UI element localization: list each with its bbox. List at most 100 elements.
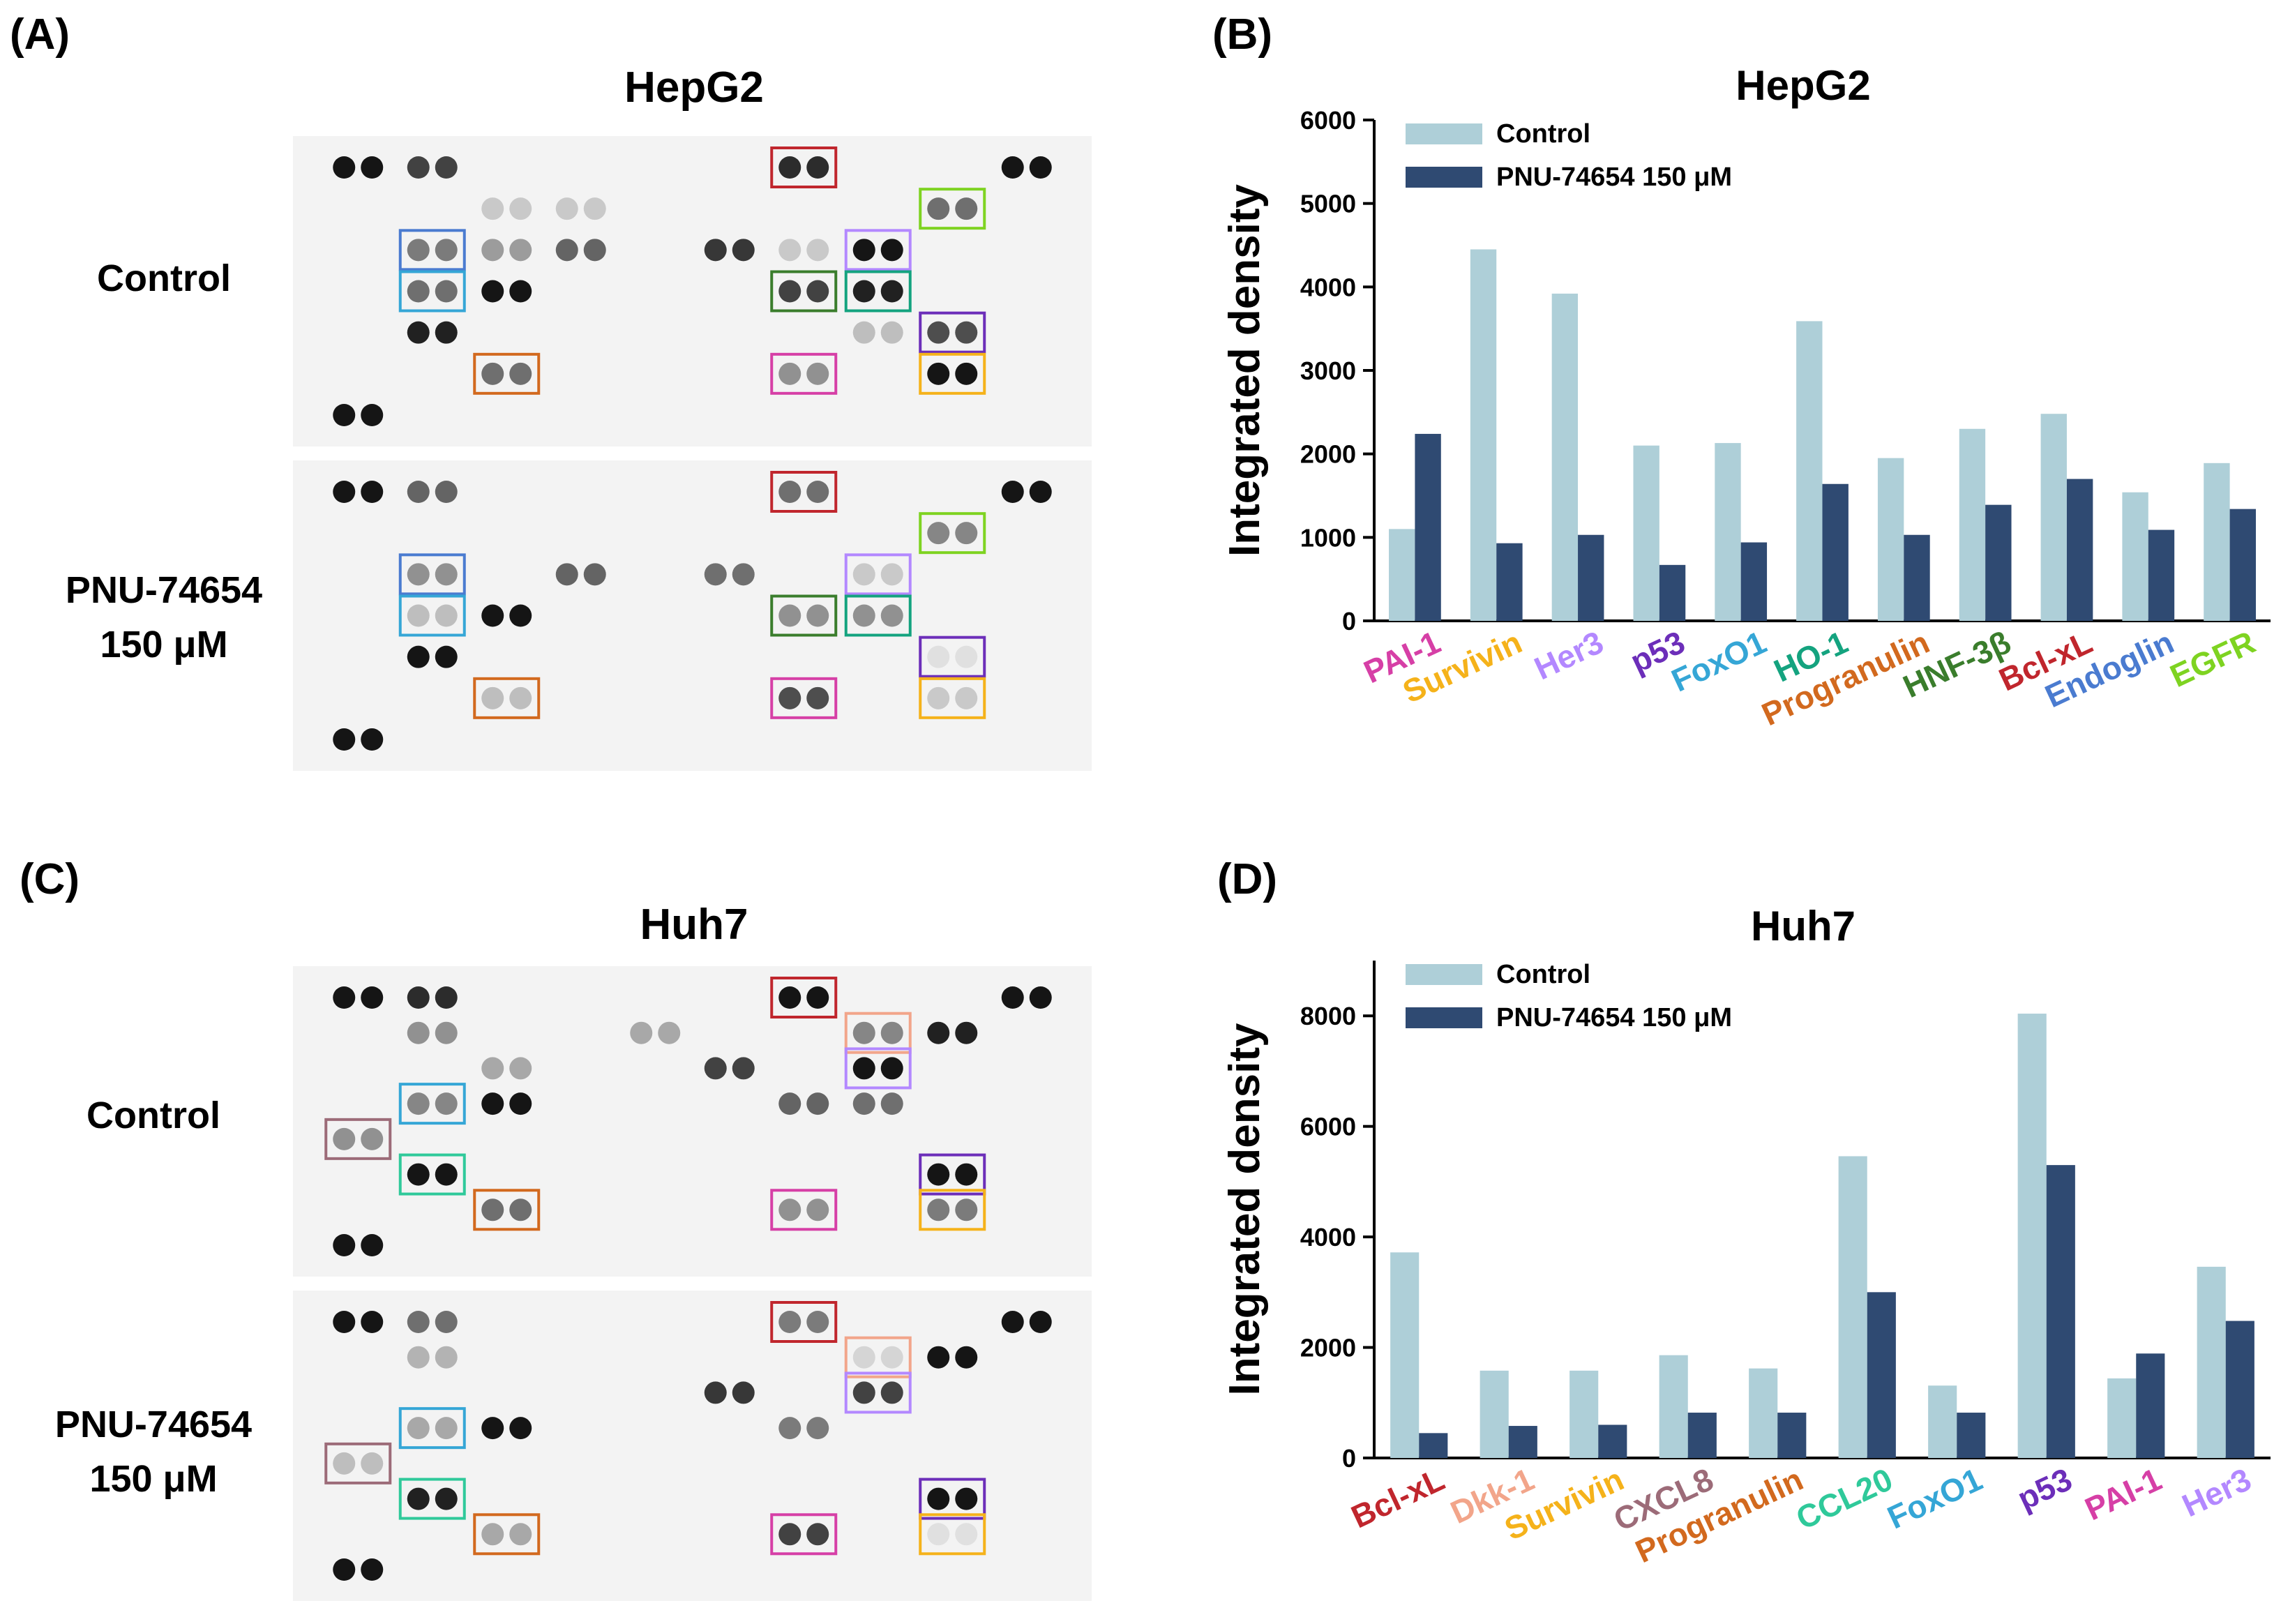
blot-c-control-frame-11 bbox=[398, 1083, 466, 1125]
blot-a-control-spot-12-0 bbox=[852, 239, 875, 262]
panel-a-treated-label-line2: 150 μM bbox=[100, 624, 228, 666]
blot-c-treated-frame-14 bbox=[919, 1478, 986, 1520]
blot-a-treated-spot-12-1 bbox=[880, 604, 903, 627]
blot-a-treated-frame-8 bbox=[844, 553, 912, 596]
chart-b-y-tick-label-5: 5000 bbox=[1300, 190, 1356, 218]
chart-d-category-label-0: Bcl-xL bbox=[1346, 1461, 1450, 1535]
blot-c-control-spot-4-0 bbox=[407, 1021, 430, 1044]
chart-b-bar-0-6 bbox=[1877, 458, 1904, 621]
blot-c-treated-spot-2-0 bbox=[778, 1311, 801, 1333]
chart-d-bar-1-1 bbox=[1508, 1426, 1537, 1458]
blot-c-control-spot-8-0 bbox=[481, 1057, 504, 1080]
chart-b-bar-0-4 bbox=[1715, 443, 1741, 621]
panel-c-treated-label: PNU-74654 150 μM bbox=[21, 1397, 286, 1506]
blot-c-treated-spot-13-0 bbox=[407, 1487, 430, 1510]
chart-d-bar-0-9 bbox=[2197, 1266, 2226, 1458]
blot-a-treated-spot-18-1 bbox=[361, 728, 384, 751]
chart-d-bar-0-1 bbox=[1480, 1370, 1509, 1458]
blot-a-treated-spot-10-0 bbox=[481, 604, 504, 627]
blot-c-control-spot-11-1 bbox=[435, 1092, 458, 1115]
panel-d-letter: (D) bbox=[1217, 855, 1278, 903]
blot-a-control-frame-21 bbox=[770, 352, 838, 395]
blot-c-control-spot-5-1 bbox=[658, 1021, 681, 1044]
chart-d-bar-1-3 bbox=[1687, 1413, 1717, 1458]
blot-a-treated-spot-2-0 bbox=[778, 481, 801, 503]
chart-b-bar-1-7 bbox=[1985, 504, 2012, 621]
blot-a-control-spot-23-1 bbox=[361, 404, 384, 426]
blot-a-control-spot-14-1 bbox=[509, 280, 532, 303]
blot-a-control-spot-11-1 bbox=[806, 239, 829, 262]
blot-a-control-spot-15-1 bbox=[806, 280, 829, 303]
blot-c-treated-spot-8-1 bbox=[880, 1381, 903, 1404]
blot-c-treated-spot-16-0 bbox=[778, 1523, 801, 1546]
blot-c-control-frame-15 bbox=[324, 1118, 392, 1160]
blot-c-treated-spot-1-0 bbox=[407, 1311, 430, 1333]
blot-c-control-frame-17 bbox=[919, 1153, 986, 1196]
panel-a-letter: (A) bbox=[10, 10, 70, 59]
panel-a-treated-blot bbox=[293, 460, 1092, 771]
blot-c-treated-spot-15-1 bbox=[509, 1523, 532, 1546]
chart-b-y-tick-label-0: 0 bbox=[1342, 607, 1356, 636]
blot-a-control-spot-7-0 bbox=[407, 239, 430, 262]
chart-b-bar-0-0 bbox=[1389, 529, 1415, 621]
blot-a-control-spot-7-1 bbox=[435, 239, 458, 262]
chart-b-legend-swatch-1 bbox=[1406, 167, 1482, 188]
blot-a-control-spot-17-1 bbox=[435, 321, 458, 344]
blot-a-control-spot-18-0 bbox=[852, 321, 875, 344]
blot-a-treated-spot-7-1 bbox=[732, 563, 755, 586]
blot-c-treated-frame-2 bbox=[770, 1301, 838, 1343]
blot-a-treated-spot-9-1 bbox=[435, 604, 458, 627]
chart-d-y-tick-label-2: 4000 bbox=[1300, 1223, 1356, 1251]
chart-b-bar-0-5 bbox=[1796, 321, 1823, 621]
blot-a-treated-frame-17 bbox=[919, 677, 986, 719]
blot-c-control-spot-20-0 bbox=[927, 1198, 950, 1221]
chart-d-bar-1-8 bbox=[2136, 1353, 2165, 1458]
blot-c-control-spot-5-0 bbox=[630, 1021, 653, 1044]
blot-a-treated-spot-11-0 bbox=[778, 604, 801, 627]
chart-d-bar-1-9 bbox=[2225, 1321, 2254, 1458]
blot-c-treated-spot-14-0 bbox=[927, 1487, 950, 1510]
blot-a-control-spot-5-0 bbox=[555, 197, 578, 220]
blot-a-treated-spot-2-1 bbox=[806, 481, 829, 503]
panel-a-title: HepG2 bbox=[624, 63, 764, 112]
blot-a-control-spot-1-1 bbox=[435, 156, 458, 179]
blot-c-control-spot-14-0 bbox=[852, 1092, 875, 1115]
blot-a-control-spot-1-0 bbox=[407, 156, 430, 179]
blot-c-treated-spot-2-1 bbox=[806, 1311, 829, 1333]
chart-d-category-label-6: FoxO1 bbox=[1882, 1461, 1988, 1536]
blot-a-control-spot-13-1 bbox=[435, 280, 458, 303]
chart-b-bar-0-9 bbox=[2122, 492, 2148, 621]
blot-a-control-spot-3-1 bbox=[1029, 156, 1052, 179]
chart-b-bar-1-2 bbox=[1578, 534, 1604, 621]
blot-c-treated-spot-9-0 bbox=[407, 1417, 430, 1440]
chart-b-y-tick-label-4: 4000 bbox=[1300, 273, 1356, 301]
blot-a-control-spot-6-1 bbox=[955, 197, 978, 220]
blot-a-treated-frame-5 bbox=[398, 553, 466, 596]
chart-b-legend-label-0: Control bbox=[1496, 119, 1590, 149]
blot-c-control-spot-15-1 bbox=[361, 1127, 384, 1150]
blot-c-treated-spot-3-0 bbox=[1001, 1311, 1024, 1333]
blot-a-control-spot-21-0 bbox=[778, 362, 801, 385]
chart-d-y-axis-label: Integrated density bbox=[1221, 1023, 1269, 1396]
blot-c-control-spot-21-1 bbox=[361, 1234, 384, 1256]
blot-c-treated-frame-17 bbox=[919, 1513, 986, 1556]
blot-a-treated-spot-14-1 bbox=[955, 645, 978, 668]
blot-c-control-spot-9-0 bbox=[704, 1057, 727, 1080]
blot-c-control-spot-17-1 bbox=[955, 1163, 978, 1186]
blot-a-treated-spot-8-0 bbox=[852, 563, 875, 586]
chart-d-bar-1-0 bbox=[1419, 1433, 1448, 1458]
chart-b-category-label-10: EGFR bbox=[2165, 624, 2261, 694]
blot-a-control-spot-15-0 bbox=[778, 280, 801, 303]
chart-b-bar-1-3 bbox=[1659, 564, 1686, 621]
blot-c-treated-spot-7-0 bbox=[704, 1381, 727, 1404]
blot-a-control-frame-7 bbox=[398, 229, 466, 271]
blot-c-treated-spot-9-1 bbox=[435, 1417, 458, 1440]
blot-c-treated-spot-18-0 bbox=[333, 1558, 356, 1581]
blot-a-treated-spot-4-1 bbox=[955, 522, 978, 545]
chart-d-bar-0-6 bbox=[1928, 1385, 1957, 1458]
chart-d-category-label-5: CCL20 bbox=[1791, 1461, 1898, 1537]
blot-c-control-spot-12-0 bbox=[481, 1092, 504, 1115]
blot-a-control-frame-13 bbox=[398, 270, 466, 313]
blot-a-control-spot-10-0 bbox=[704, 239, 727, 262]
blot-a-control-spot-12-1 bbox=[880, 239, 903, 262]
